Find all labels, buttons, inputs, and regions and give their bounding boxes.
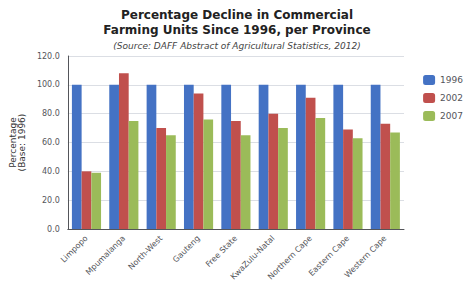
svg-text:40.0: 40.0 xyxy=(42,167,60,176)
svg-text:(Base: 1996): (Base: 1996) xyxy=(17,114,27,172)
svg-text:Percentage: Percentage xyxy=(7,117,18,168)
svg-text:Mpumalanga: Mpumalanga xyxy=(84,234,127,277)
svg-text:(Source: DAFF Abstract of Agri: (Source: DAFF Abstract of Agricultural S… xyxy=(113,41,360,51)
svg-text:1996: 1996 xyxy=(440,75,463,85)
svg-text:Limpopo: Limpopo xyxy=(59,234,90,265)
svg-text:North-West: North-West xyxy=(127,234,165,272)
svg-text:2007: 2007 xyxy=(440,111,463,121)
svg-text:100.0: 100.0 xyxy=(37,80,60,89)
svg-text:Percentage Decline in Commerci: Percentage Decline in Commercial xyxy=(121,8,353,22)
svg-text:120.0: 120.0 xyxy=(37,52,60,61)
svg-text:0.0: 0.0 xyxy=(47,225,60,234)
svg-text:80.0: 80.0 xyxy=(42,109,60,118)
svg-text:2002: 2002 xyxy=(440,93,463,103)
svg-text:20.0: 20.0 xyxy=(42,196,60,205)
svg-text:Eastern Cape: Eastern Cape xyxy=(307,233,352,278)
svg-text:Free State: Free State xyxy=(204,234,239,269)
svg-text:Northern Cape: Northern Cape xyxy=(266,234,314,282)
svg-text:60.0: 60.0 xyxy=(42,138,60,147)
svg-text:KwaZulu-Natal: KwaZulu-Natal xyxy=(228,233,277,282)
svg-text:Gauteng: Gauteng xyxy=(171,234,202,265)
svg-text:Western Cape: Western Cape xyxy=(343,234,389,280)
svg-text:Farming Units Since 1996, per: Farming Units Since 1996, per Province xyxy=(103,23,370,37)
